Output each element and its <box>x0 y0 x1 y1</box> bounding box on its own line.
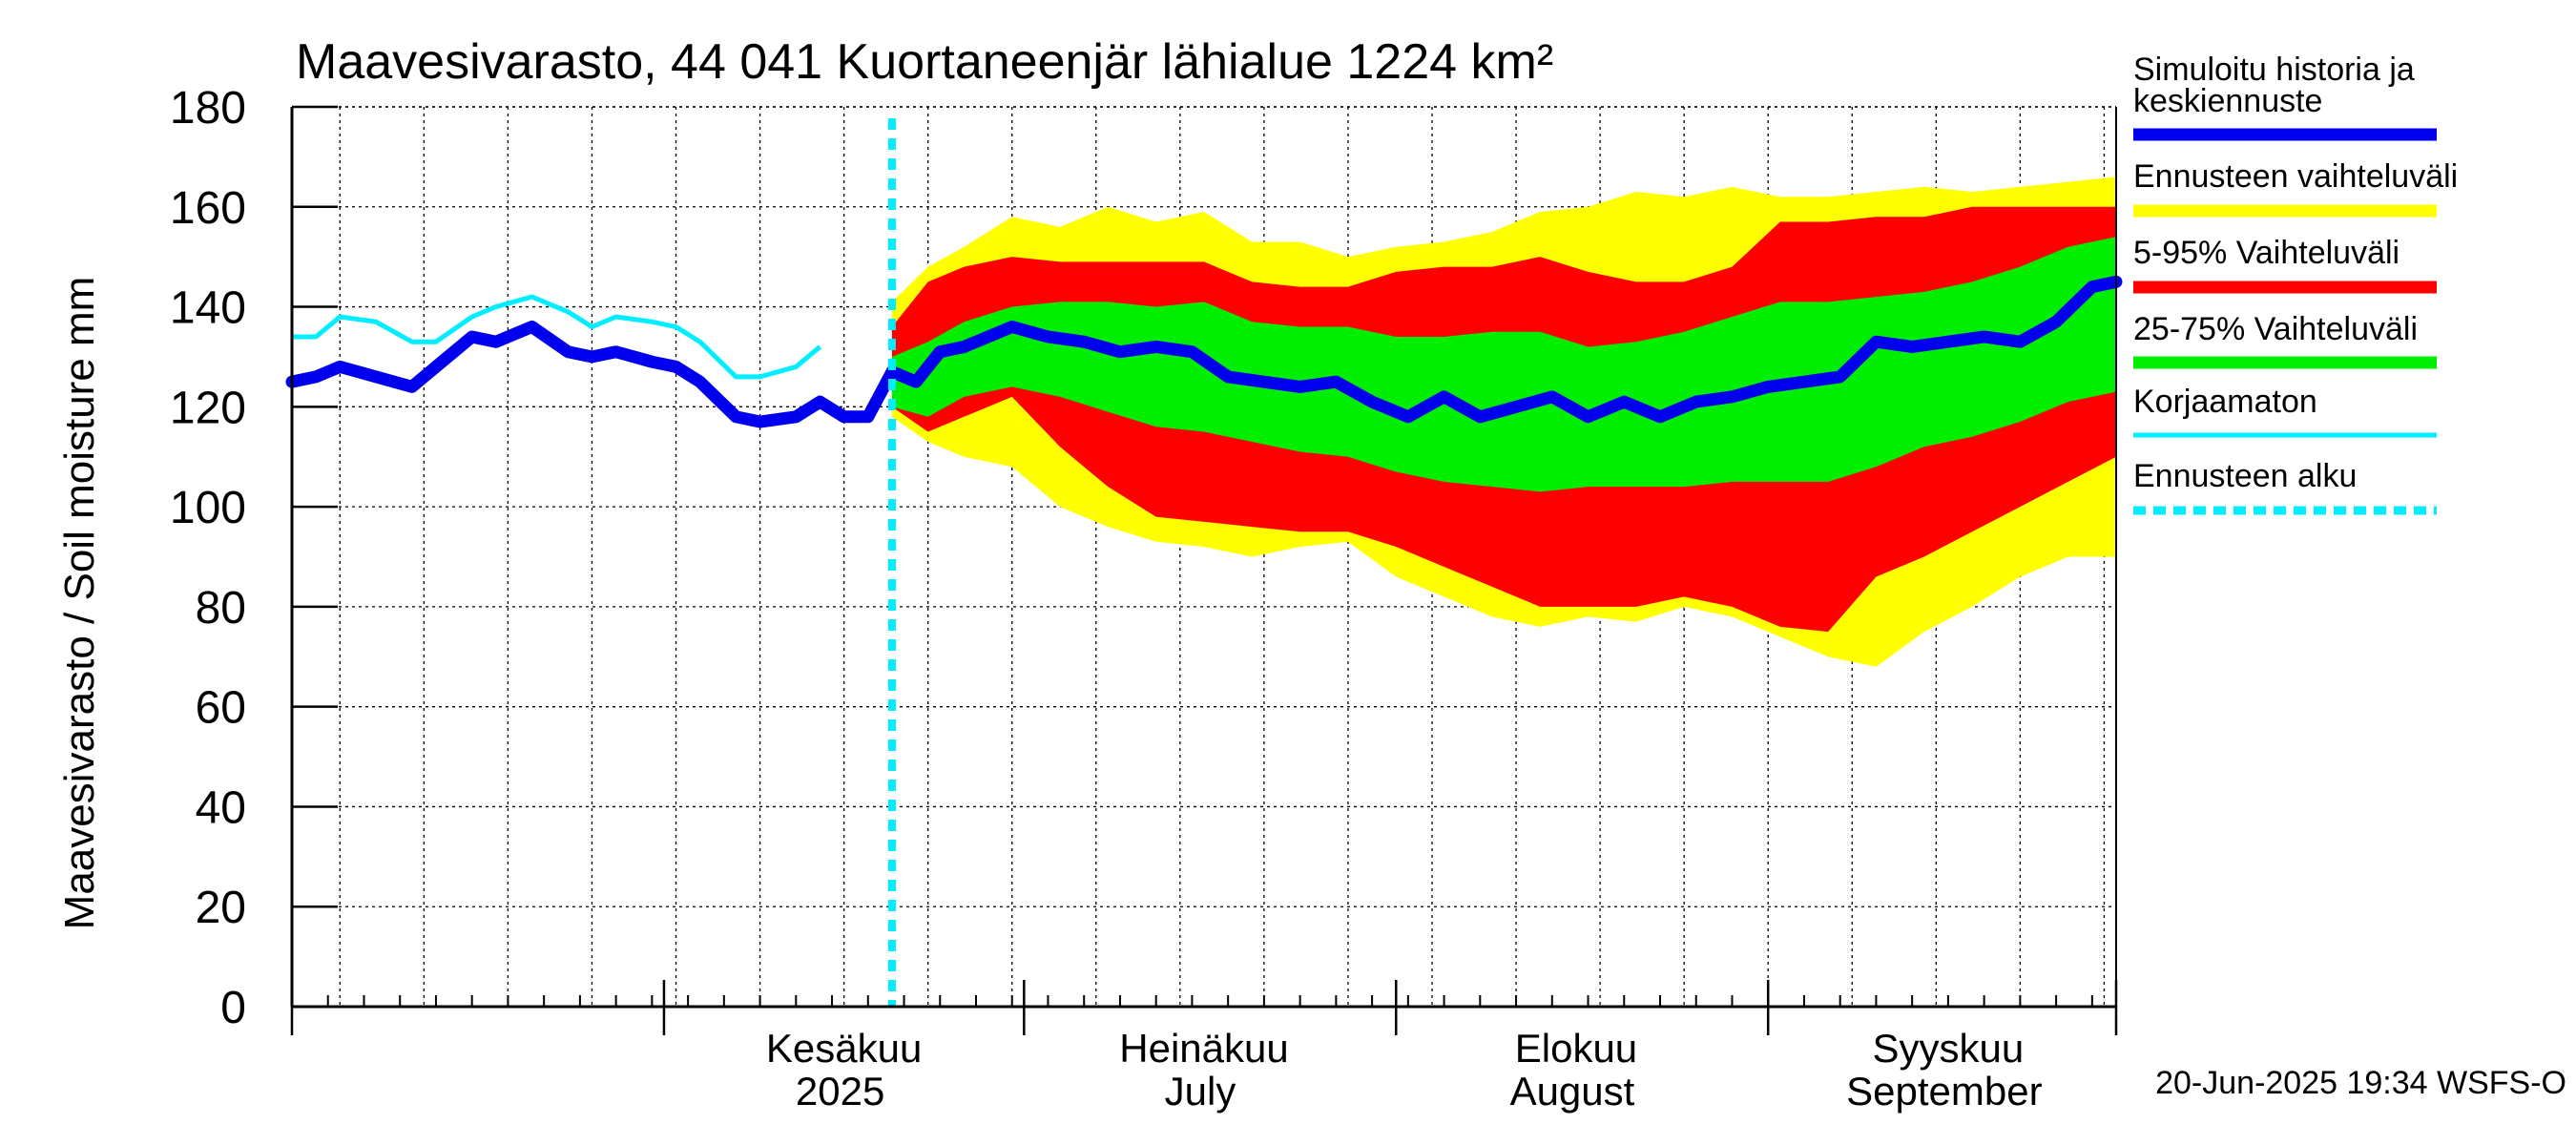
y-axis-label: Maavesivarasto / Soil moisture mm <box>56 277 103 930</box>
x-month-sublabel: 2025 <box>796 1069 884 1114</box>
y-tick-label: 100 <box>170 483 246 533</box>
x-month-label: Kesäkuu <box>766 1026 922 1071</box>
band-layer <box>891 177 2116 667</box>
band-25-75 <box>891 237 2116 492</box>
legend-label: Korjaamaton <box>2133 384 2317 420</box>
x-month-label: Heinäkuu <box>1119 1026 1288 1071</box>
x-month-sublabel: August <box>1510 1069 1635 1114</box>
y-tick-label: 60 <box>196 683 246 734</box>
y-tick-labels: 0 20 40 60 80 100 120 140 160 180 <box>170 83 246 1033</box>
line-layer <box>285 118 2123 1007</box>
legend-label: keskiennuste <box>2133 83 2322 119</box>
legend-label: 5-95% Vaihteluväli <box>2133 235 2399 271</box>
y-tick-label: 160 <box>170 183 246 234</box>
legend-label: 25-75% Vaihteluväli <box>2133 311 2418 347</box>
chart-title: Maavesivarasto, 44 041 Kuortaneenjär läh… <box>296 34 1553 90</box>
legend-label: Simuloitu historia ja <box>2133 52 2415 88</box>
y-tick-label: 180 <box>170 83 246 134</box>
x-month-sublabel: September <box>1846 1069 2042 1114</box>
axis-layer <box>290 105 2118 1035</box>
x-month-label: Elokuu <box>1515 1026 1637 1071</box>
x-month-label: Syyskuu <box>1873 1026 2025 1071</box>
y-tick-label: 0 <box>220 983 246 1033</box>
y-tick-label: 140 <box>170 283 246 334</box>
uncorrected-line <box>292 294 822 380</box>
legend-label: Ennusteen vaihteluväli <box>2133 158 2458 195</box>
y-tick-label: 40 <box>196 782 246 833</box>
y-tick-label: 120 <box>170 383 246 433</box>
y-tick-label: 20 <box>196 883 246 933</box>
legend-label: Ennusteen alku <box>2133 458 2357 494</box>
footer-timestamp: 20-Jun-2025 19:34 WSFS-O <box>2155 1065 2566 1101</box>
x-month-sublabel: July <box>1165 1069 1236 1114</box>
simulated-mean-line <box>285 275 2123 428</box>
y-tick-label: 80 <box>196 583 246 634</box>
